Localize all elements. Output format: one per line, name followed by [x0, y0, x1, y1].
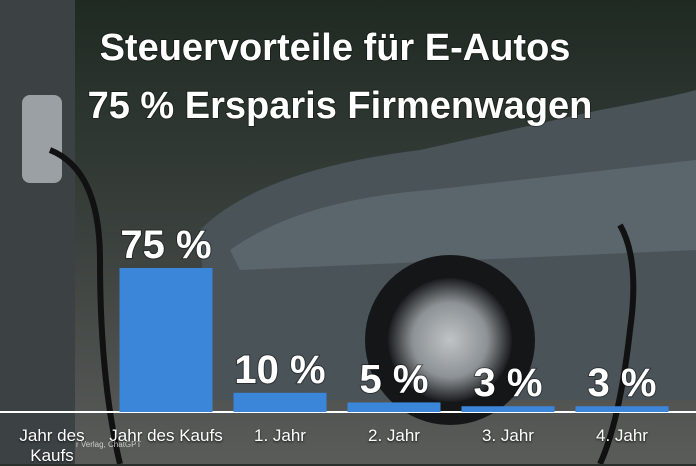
- data-label: 10 %: [234, 348, 325, 392]
- bar: [347, 402, 441, 412]
- data-label: 75 %: [120, 223, 211, 267]
- bar: [575, 406, 669, 412]
- x-tick-label: 2. Jahr: [368, 426, 420, 445]
- x-tick-label: Jahr des Kaufs: [19, 426, 85, 465]
- x-tick-label: 4. Jahr: [596, 426, 648, 445]
- x-tick-label: 3. Jahr: [482, 426, 534, 445]
- chart-title: Steuervorteile für E-Autos: [100, 27, 571, 69]
- data-label: 3 %: [474, 361, 543, 405]
- bar: [233, 392, 327, 412]
- bar: [119, 268, 213, 412]
- credit: r Verlag, ChatGPT: [76, 440, 142, 449]
- bar: [461, 406, 555, 412]
- x-tick-label: 1. Jahr: [254, 426, 306, 445]
- data-label: 5 %: [360, 357, 429, 401]
- data-label: 3 %: [588, 361, 657, 405]
- chart-subtitle: 75 % Ersparis Firmenwagen: [88, 85, 593, 127]
- x-tick-label: Jahr des Kaufs: [109, 426, 223, 445]
